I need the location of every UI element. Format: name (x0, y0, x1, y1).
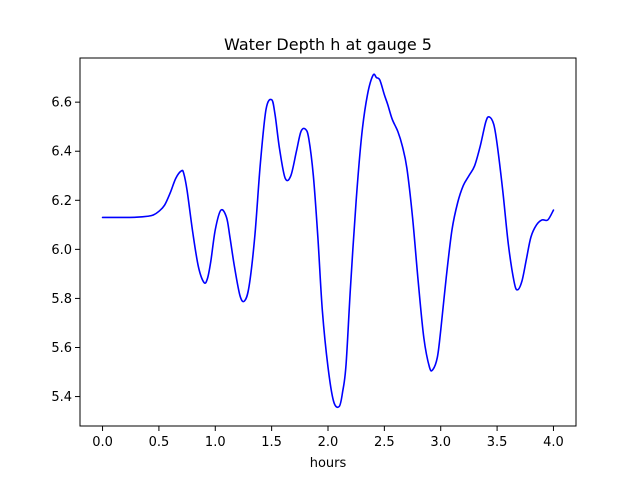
y-tick-label: 6.6 (51, 96, 72, 111)
x-tick-label: 4.0 (543, 435, 564, 450)
y-tick-label: 6.0 (51, 243, 72, 258)
y-tick-label: 6.4 (51, 145, 72, 160)
x-tick-label: 3.0 (430, 435, 451, 450)
series-layer (101, 73, 555, 409)
x-tick-label: 0.0 (92, 435, 113, 450)
x-tick-label: 2.0 (318, 435, 339, 450)
x-axis-label: hours (310, 456, 347, 471)
x-axis-ticks: 0.0 0.5 1.0 1.5 2.0 2.5 3.0 3.5 4.0 (92, 426, 564, 450)
y-tick-label: 5.8 (51, 292, 72, 307)
chart-title: Water Depth h at gauge 5 (224, 35, 432, 54)
x-tick-label: 3.5 (487, 435, 508, 450)
y-tick-label: 6.2 (51, 194, 72, 209)
series-line-0 (101, 73, 555, 409)
y-tick-label: 5.4 (51, 390, 72, 405)
x-tick-label: 2.5 (374, 435, 395, 450)
y-axis-ticks: 5.4 5.6 5.8 6.0 6.2 6.4 6.6 (51, 96, 80, 405)
x-tick-label: 1.0 (205, 435, 226, 450)
x-tick-label: 1.5 (261, 435, 282, 450)
y-tick-label: 5.6 (51, 341, 72, 356)
x-tick-label: 0.5 (149, 435, 170, 450)
